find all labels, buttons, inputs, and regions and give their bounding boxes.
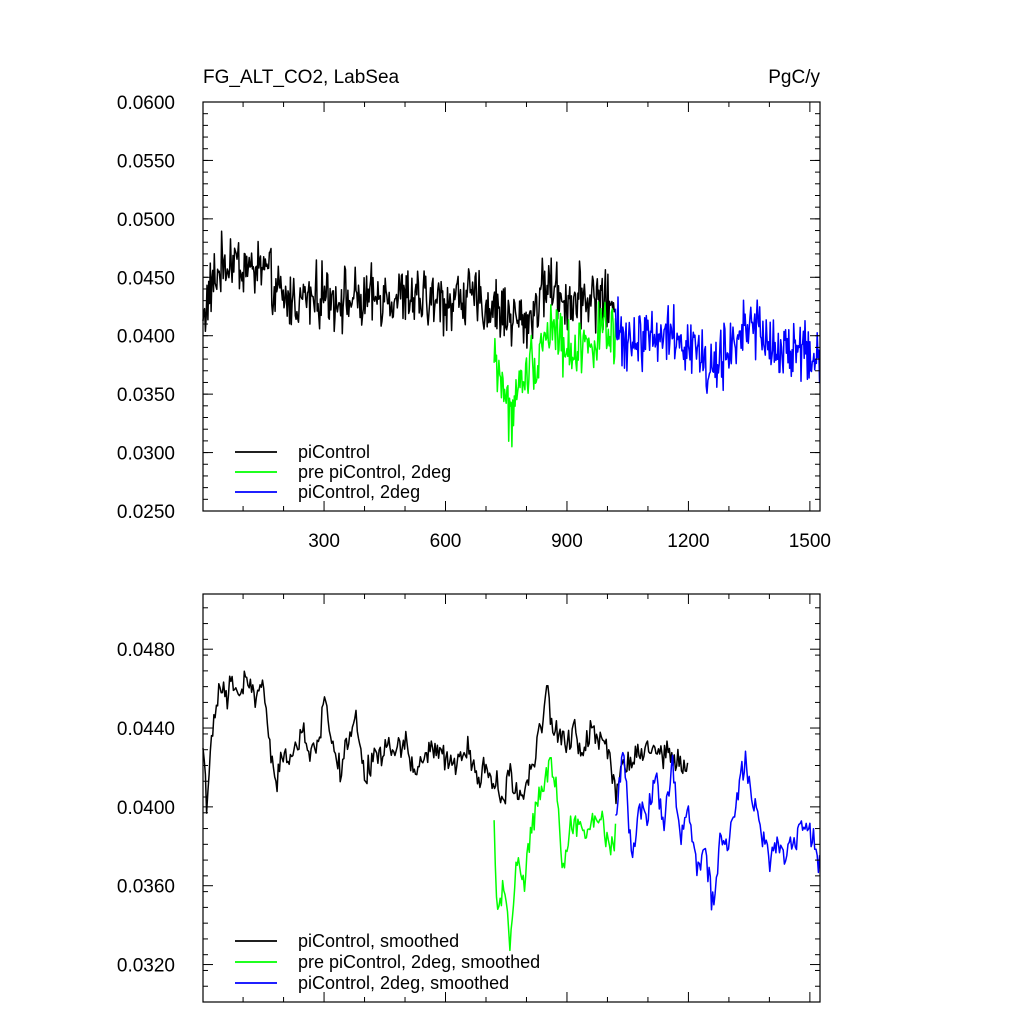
y-tick-label: 0.0320 [117,956,175,977]
y-tick-label: 0.0400 [117,798,175,819]
x-tick-label: 900 [551,531,583,552]
bottom-panel: 0.0320 0.0360 0.0400 0.0440 0.0480 piControl,… [117,593,821,1003]
y-tick-label: 0.0550 [117,151,175,172]
y-tick-label: 0.0360 [117,877,175,898]
legend-label: piControl, 2deg, smoothed [298,973,509,993]
y-tick-label: 0.0250 [117,502,175,523]
y-tick-label: 0.0440 [117,719,175,740]
legend-label: piControl, 2deg [298,482,420,502]
y-tick-label: 0.0350 [117,385,175,406]
y-tick-label: 0.0400 [117,327,175,348]
plot-frame [202,593,821,1003]
series-line-0 [202,670,689,814]
x-tick-label: 1500 [789,531,831,552]
y-tick-label: 0.0500 [117,210,175,231]
series-line-2 [614,296,821,394]
y-tick-label: 0.0600 [117,93,175,114]
top-panel: 300 600 900 1200 1500 0.0250 0.0300 0.0350 0.040… [117,93,831,552]
plot-frame [202,101,821,512]
x-tick-label: 600 [430,531,462,552]
x-tick-label: 300 [308,531,340,552]
units-label: PgC/y [768,67,820,88]
series-line-0 [202,230,616,349]
y-tick-label: 0.0480 [117,640,175,661]
series-line-2 [614,750,821,911]
legend-label: piControl [298,442,370,462]
series-line-1 [493,301,617,448]
series-line-1 [493,757,617,952]
chart-title: FG_ALT_CO2, LabSea [203,67,400,88]
legend-label: pre piControl, 2deg, smoothed [298,952,540,972]
y-tick-label: 0.0300 [117,444,175,465]
x-tick-label: 1200 [667,531,709,552]
legend-label: piControl, smoothed [298,931,459,951]
legend-label: pre piControl, 2deg [298,462,451,482]
y-tick-label: 0.0450 [117,268,175,289]
